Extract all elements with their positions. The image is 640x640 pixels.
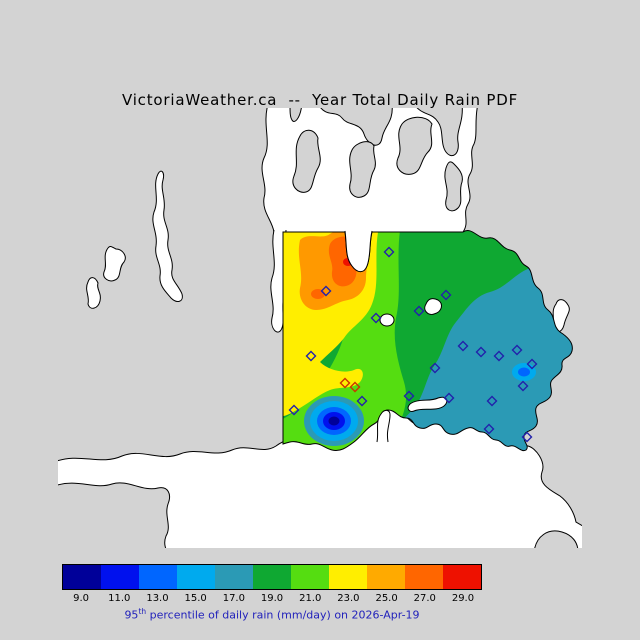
station-marker — [443, 392, 455, 404]
caption-superscript: th — [138, 607, 147, 616]
station-markers — [288, 246, 538, 443]
station-marker — [457, 340, 469, 352]
colorbar-tick-label: 11.0 — [108, 593, 131, 604]
colorbar-segment — [215, 565, 253, 589]
island-north-3 — [396, 116, 433, 175]
station-marker — [517, 380, 529, 392]
island-north-1 — [292, 129, 321, 193]
colorbar-segment — [443, 565, 481, 589]
lake-inland-2 — [424, 298, 442, 315]
colorbar-segment — [139, 565, 177, 589]
map-area — [58, 108, 582, 548]
colorbar-tick-label: 21.0 — [299, 593, 322, 604]
colorbar-tick-label: 23.0 — [337, 593, 360, 604]
station-marker — [483, 423, 495, 435]
colorbar — [62, 564, 482, 590]
colorbar-tick-label: 15.0 — [184, 593, 207, 604]
field-bullseye-navy-center — [328, 416, 340, 426]
lake-west-3 — [86, 277, 101, 309]
colorbar-tick-label: 13.0 — [146, 593, 169, 604]
field-east-blue-spot — [518, 367, 530, 377]
caption-rest: percentile of daily rain (mm/day) on 202… — [146, 608, 420, 622]
caption-prefix: 95 — [124, 608, 139, 622]
station-marker — [440, 289, 452, 301]
lake-west-2 — [103, 245, 126, 282]
bay-inland-3 — [407, 396, 448, 412]
station-marker — [356, 395, 368, 407]
station-marker — [521, 431, 533, 443]
colorbar-tick-label: 9.0 — [73, 593, 90, 604]
page-title: VictoriaWeather.ca -- Year Total Daily R… — [121, 91, 518, 109]
island-north-4 — [444, 161, 463, 212]
colorbar-segment — [405, 565, 443, 589]
station-marker — [370, 312, 382, 324]
land-south-west — [58, 482, 171, 548]
colorbar-labels: 9.0 11.0 13.0 15.0 17.0 19.0 21.0 23.0 25.0 27.0 2… — [62, 593, 482, 604]
colorbar-segment — [329, 565, 367, 589]
station-marker — [429, 362, 441, 374]
station-marker — [493, 350, 505, 362]
colorbar-caption: 95th percentile of daily rain (mm/day) o… — [62, 607, 482, 622]
colorbar-tick-label: 27.0 — [413, 593, 436, 604]
station-marker — [526, 358, 538, 370]
lake-west-long — [152, 170, 183, 302]
station-marker — [403, 390, 415, 402]
water-notch-south — [376, 409, 391, 443]
station-marker — [349, 381, 361, 393]
station-marker — [339, 377, 351, 389]
colorbar-segment — [177, 565, 215, 589]
colorbar-segment — [253, 565, 291, 589]
station-marker — [413, 305, 425, 317]
station-marker — [383, 246, 395, 258]
station-marker — [486, 395, 498, 407]
land-south-east — [534, 530, 579, 548]
colorbar-tick-label: 19.0 — [260, 593, 284, 604]
colorbar-tick-label: 17.0 — [222, 593, 245, 604]
station-marker — [320, 285, 332, 297]
colorbar-segment — [63, 565, 101, 589]
colorbar-segment — [291, 565, 329, 589]
station-marker — [475, 346, 487, 358]
station-marker — [511, 344, 523, 356]
station-marker — [305, 350, 317, 362]
colorbar-tick-label: 29.0 — [451, 593, 475, 604]
colorbar-tick-label: 25.0 — [375, 593, 398, 604]
colorbar-segment — [101, 565, 139, 589]
island-north-2 — [349, 141, 376, 198]
lake-inland-1 — [379, 313, 395, 327]
colorbar-segment — [367, 565, 405, 589]
station-marker — [288, 404, 300, 416]
water-notch-north — [344, 230, 373, 273]
